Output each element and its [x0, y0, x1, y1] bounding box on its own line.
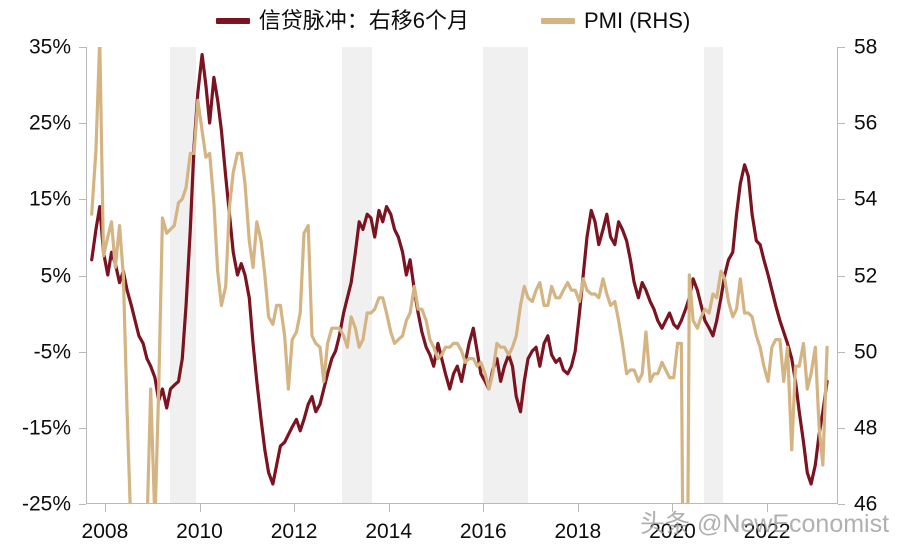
tick-y-left: [79, 123, 86, 125]
legend-swatch-icon-credit-impulse: [215, 18, 250, 24]
chart-legend: 信贷脉冲：右移6个月 PMI (RHS): [0, 0, 906, 42]
tick-y-right: [838, 47, 845, 48]
tick-y-left: [79, 351, 86, 353]
tick-x: [294, 504, 296, 512]
y-axis-left-tick-label: -15%: [21, 416, 71, 440]
legend-item-credit-impulse[interactable]: 信贷脉冲：右移6个月: [215, 8, 469, 33]
tick-x: [388, 504, 390, 512]
tick-x: [577, 504, 579, 512]
y-axis-right-tick-label: 48: [854, 416, 878, 440]
tick-y-right: [838, 427, 845, 429]
y-axis-right-tick-label: 52: [854, 264, 878, 287]
x-axis-tick-label: 2014: [365, 520, 413, 543]
shaded-band: [169, 47, 196, 503]
y-axis-left-tick-label: 15%: [28, 187, 71, 211]
x-axis-tick-label: 2008: [81, 520, 129, 543]
legend-item-pmi[interactable]: PMI (RHS): [540, 8, 691, 33]
y-axis-right-tick-label: 56: [854, 111, 878, 135]
y-axis-left-tick-label: -25%: [21, 492, 71, 516]
tick-x: [767, 504, 769, 512]
tick-x: [104, 504, 106, 512]
legend-swatch-icon-pmi: [540, 18, 575, 24]
tick-y-left: [79, 47, 86, 48]
x-axis-tick-label: 2010: [176, 520, 223, 543]
y-axis-left-tick-label: 35%: [28, 35, 71, 59]
x-axis-tick-label: 2022: [743, 520, 791, 543]
tick-y-right: [838, 275, 845, 277]
plot-inner: [87, 47, 837, 503]
line-pmi: [92, 47, 827, 503]
x-axis-tick-label: 2020: [649, 520, 696, 543]
y-axis-right-tick-label: 46: [854, 492, 878, 516]
x-axis-tick-label: 2018: [554, 520, 602, 543]
tick-y-left: [79, 504, 86, 505]
legend-label-pmi: PMI (RHS): [583, 8, 691, 33]
legend-label-credit-impulse: 信贷脉冲：右移6个月: [258, 8, 469, 33]
y-axis-left-tick-label: -5%: [33, 340, 71, 364]
x-axis-tick-label: 2012: [270, 520, 318, 543]
tick-y-right: [838, 199, 845, 201]
x-axis-tick-label: 2016: [459, 520, 507, 543]
shaded-band: [483, 47, 528, 503]
tick-y-left: [79, 427, 86, 429]
y-axis-right-tick-label: 54: [854, 187, 878, 211]
shaded-band: [704, 47, 724, 503]
tick-y-left: [79, 275, 86, 277]
y-axis-left-tick-label: 25%: [28, 111, 71, 135]
y-axis-right-tick-label: 50: [854, 340, 878, 364]
series-lines: [87, 47, 837, 503]
tick-y-left: [79, 199, 86, 201]
tick-y-right: [838, 504, 845, 505]
y-axis-right-tick-label: 58: [854, 35, 878, 59]
tick-y-right: [838, 123, 845, 125]
shaded-band: [342, 47, 372, 503]
tick-x: [672, 504, 674, 512]
line-credit-impulse: [92, 55, 827, 484]
tick-x: [483, 504, 485, 512]
y-axis-left-tick-label: 5%: [40, 264, 71, 287]
plot-area: [86, 47, 838, 504]
tick-y-right: [838, 351, 845, 353]
tick-x: [199, 504, 201, 512]
